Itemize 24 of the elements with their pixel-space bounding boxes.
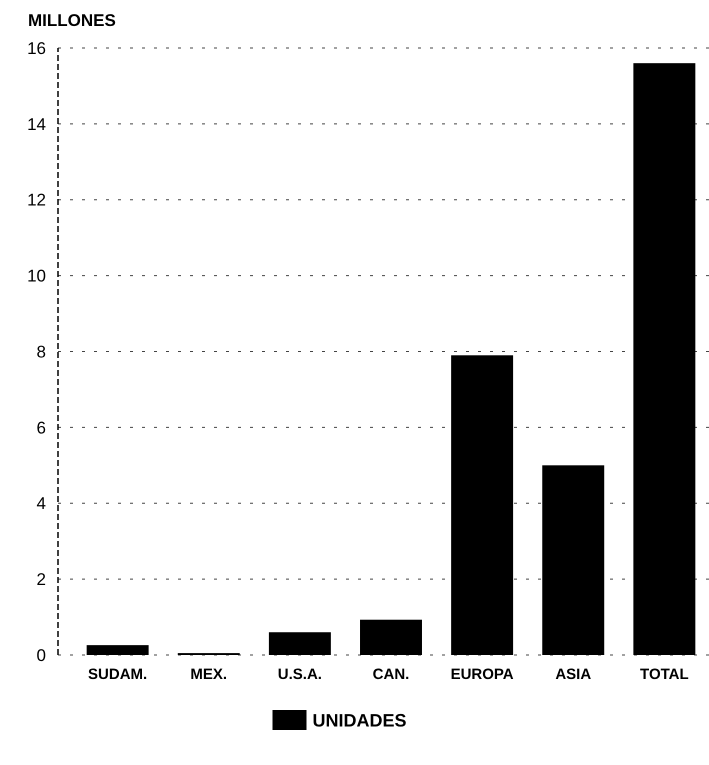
- y-tick-label: 12: [27, 190, 46, 210]
- x-tick-label: SUDAM.: [88, 666, 148, 683]
- x-tick-label: MEX.: [190, 666, 228, 683]
- x-tick-label: ASIA: [555, 666, 592, 683]
- y-tick-label: 0: [36, 646, 46, 665]
- bar: [451, 355, 514, 655]
- bar: [542, 465, 604, 655]
- x-tick-label: U.S.A.: [278, 666, 322, 683]
- y-tick-label: 14: [27, 114, 46, 134]
- x-tick-label: EUROPA: [450, 666, 514, 683]
- x-tick-label: CAN.: [372, 666, 410, 683]
- y-tick-label: 6: [36, 418, 46, 438]
- bar: [360, 620, 422, 655]
- bar: [268, 632, 331, 655]
- y-tick-label: 10: [27, 266, 46, 286]
- y-tick-label: 4: [36, 494, 46, 514]
- bar: [86, 645, 149, 655]
- x-tick-label: TOTAL: [640, 666, 689, 683]
- y-tick-label: 8: [36, 342, 46, 362]
- bar: [633, 63, 696, 655]
- y-tick-label: 2: [36, 570, 46, 590]
- legend-label: UNIDADES: [312, 710, 407, 730]
- y-axis-title: MILLONES: [28, 11, 116, 30]
- y-tick-label: 16: [27, 38, 46, 58]
